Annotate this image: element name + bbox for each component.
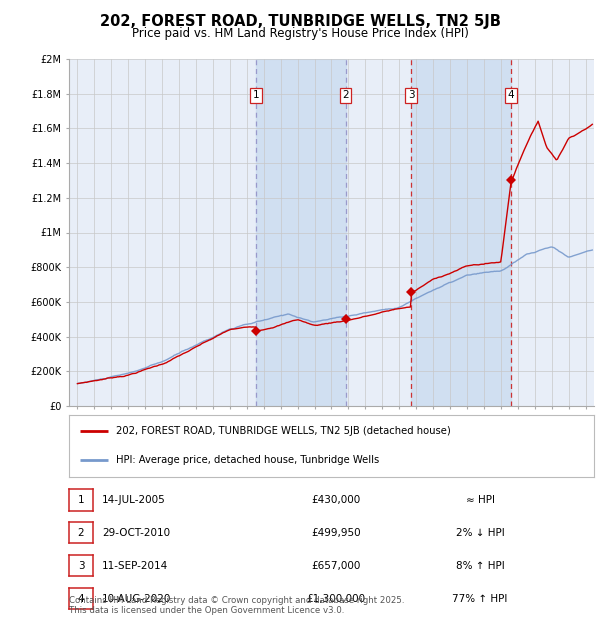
Text: 1: 1 — [77, 495, 85, 505]
Bar — [411, 59, 511, 406]
Text: £499,950: £499,950 — [311, 528, 361, 538]
Text: 1: 1 — [253, 91, 259, 100]
Text: 29-OCT-2010: 29-OCT-2010 — [102, 528, 170, 538]
Text: Price paid vs. HM Land Registry's House Price Index (HPI): Price paid vs. HM Land Registry's House … — [131, 27, 469, 40]
Text: 202, FOREST ROAD, TUNBRIDGE WELLS, TN2 5JB: 202, FOREST ROAD, TUNBRIDGE WELLS, TN2 5… — [100, 14, 500, 29]
Text: 202, FOREST ROAD, TUNBRIDGE WELLS, TN2 5JB (detached house): 202, FOREST ROAD, TUNBRIDGE WELLS, TN2 5… — [116, 426, 451, 436]
Text: Contains HM Land Registry data © Crown copyright and database right 2025.
This d: Contains HM Land Registry data © Crown c… — [69, 596, 404, 615]
Text: 4: 4 — [508, 91, 514, 100]
Text: £430,000: £430,000 — [311, 495, 361, 505]
Text: 2: 2 — [77, 528, 85, 538]
Text: 2% ↓ HPI: 2% ↓ HPI — [455, 528, 505, 538]
Text: ≈ HPI: ≈ HPI — [466, 495, 494, 505]
Text: 4: 4 — [77, 593, 85, 604]
Text: 3: 3 — [77, 560, 85, 571]
Text: 10-AUG-2020: 10-AUG-2020 — [102, 593, 172, 604]
Text: 77% ↑ HPI: 77% ↑ HPI — [452, 593, 508, 604]
Text: 3: 3 — [408, 91, 415, 100]
Bar — [256, 59, 346, 406]
Text: 11-SEP-2014: 11-SEP-2014 — [102, 560, 168, 571]
Text: 8% ↑ HPI: 8% ↑ HPI — [455, 560, 505, 571]
Text: £1,300,000: £1,300,000 — [307, 593, 365, 604]
Text: £657,000: £657,000 — [311, 560, 361, 571]
Text: 14-JUL-2005: 14-JUL-2005 — [102, 495, 166, 505]
Text: 2: 2 — [342, 91, 349, 100]
Text: HPI: Average price, detached house, Tunbridge Wells: HPI: Average price, detached house, Tunb… — [116, 455, 380, 465]
